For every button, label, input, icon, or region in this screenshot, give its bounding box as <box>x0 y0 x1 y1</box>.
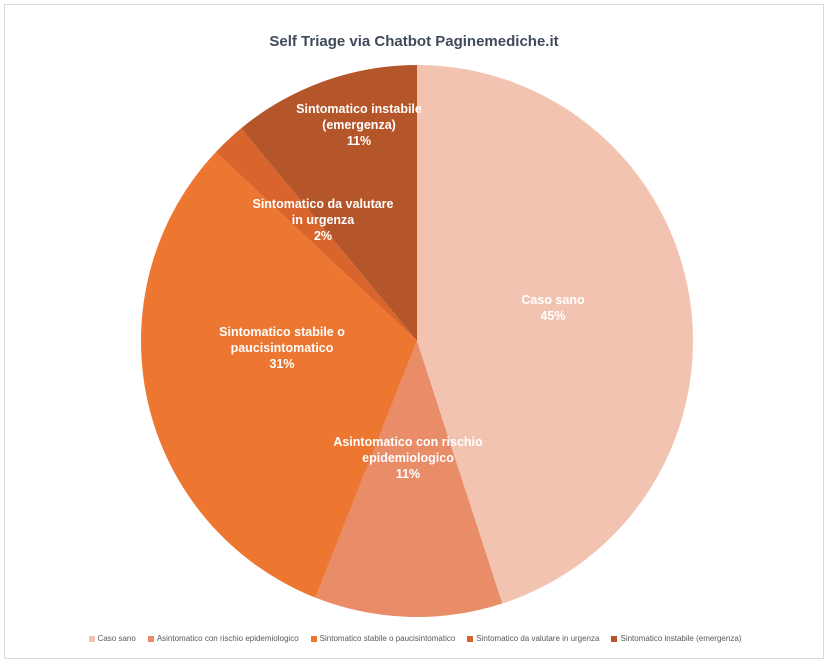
legend: Caso sano Asintomatico con rischio epidem… <box>0 634 830 643</box>
pie-slice <box>215 128 417 341</box>
legend-swatch <box>310 635 317 642</box>
legend-swatch <box>88 635 95 642</box>
slice-label: Sintomatico stabile o paucisintomatico 31% <box>219 325 345 371</box>
legend-label: Sintomatico da valutare in urgenza <box>476 634 600 643</box>
legend-label: Caso sano <box>97 634 136 643</box>
legend-item: Sintomatico instabile (emergenza) <box>611 634 741 643</box>
pie-slice <box>315 341 503 617</box>
pie-slice <box>141 152 417 598</box>
legend-label: Sintomatico instabile (emergenza) <box>620 634 742 643</box>
legend-swatch <box>611 635 618 642</box>
slice-label: Sintomatico da valutare in urgenza 2% <box>252 197 393 243</box>
pie-slice <box>241 65 417 341</box>
legend-label: Sintomatico stabile o paucisintomatico <box>319 634 456 643</box>
chart-title: Self Triage via Chatbot Paginemediche.it <box>269 33 559 50</box>
pie-slice <box>417 65 693 604</box>
slice-label: Caso sano 45% <box>521 293 585 323</box>
slice-label: Asintomatico con rischio epidemiologico 11… <box>333 435 483 481</box>
legend-item: Sintomatico stabile o paucisintomatico <box>310 634 456 643</box>
legend-swatch <box>467 635 474 642</box>
legend-item: Sintomatico da valutare in urgenza <box>467 634 599 643</box>
legend-swatch <box>147 635 154 642</box>
legend-item: Caso sano <box>88 634 136 643</box>
legend-item: Asintomatico con rischio epidemiologico <box>147 634 299 643</box>
legend-label: Asintomatico con rischio epidemiologico <box>156 634 299 643</box>
slice-label: Sintomatico instabile (emergenza) 11% <box>296 102 422 148</box>
